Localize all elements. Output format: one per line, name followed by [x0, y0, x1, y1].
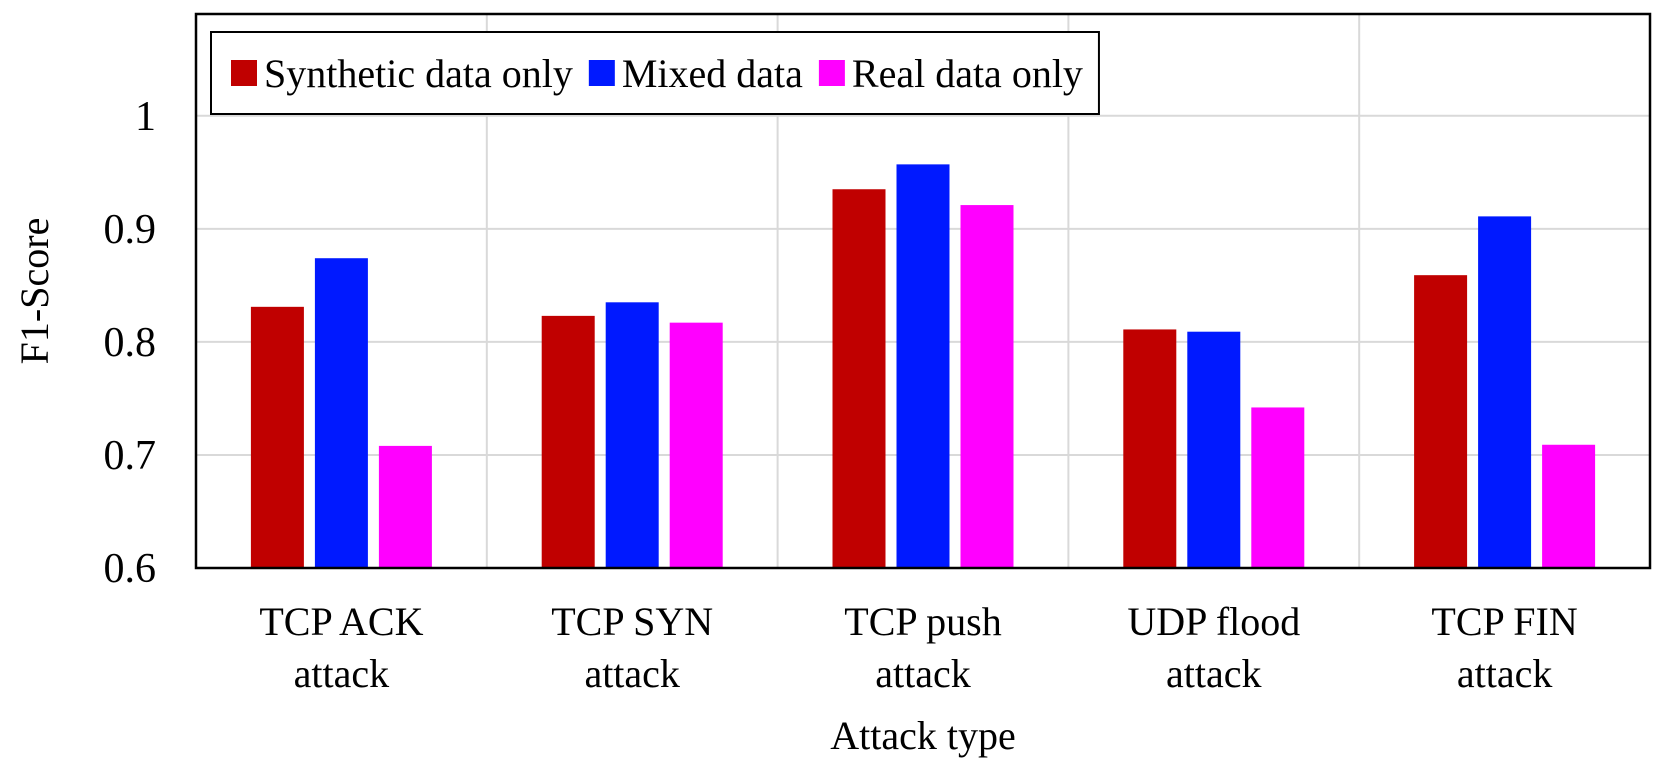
bar: [541, 315, 595, 568]
legend-swatch: [588, 60, 615, 86]
legend-label: Synthetic data only: [264, 51, 573, 96]
legend-item: Real data only: [818, 51, 1083, 96]
legend-swatch: [231, 60, 257, 86]
y-tick-label: 1: [135, 94, 156, 140]
bar: [1123, 329, 1177, 568]
legend-item: Mixed data: [588, 51, 803, 96]
bar: [1251, 407, 1305, 568]
legend-box: [210, 31, 1100, 115]
bar: [960, 205, 1014, 568]
bar: [378, 445, 432, 568]
x-category-label: TCP SYN attack: [551, 599, 713, 696]
bar: [314, 258, 368, 568]
x-category-label: UDP flood attack: [1127, 599, 1300, 696]
bar: [896, 164, 950, 568]
bar: [832, 189, 886, 568]
plot-frame: [194, 12, 1652, 570]
y-tick-label: 0.9: [104, 207, 157, 253]
x-category-labels: TCP ACK attack TCP SYN attack TCP push attack…: [259, 599, 1577, 696]
y-tick-label: 0.7: [104, 433, 157, 479]
y-tick-label: 0.8: [104, 320, 157, 366]
legend-item: Synthetic data only: [231, 51, 573, 96]
legend: Synthetic data only Mixed data Real data o…: [210, 31, 1100, 115]
bar: [605, 302, 659, 568]
bar: [1542, 444, 1596, 568]
x-category-label: TCP push attack: [844, 599, 1001, 696]
bar: [1414, 275, 1468, 568]
y-axis-title: F1-Score: [12, 218, 57, 365]
bar: [250, 306, 304, 568]
y-tick-label: 0.6: [104, 546, 157, 592]
y-tick-labels: 0.6 0.7 0.8 0.9 1: [104, 94, 157, 592]
x-category-label: TCP FIN attack: [1431, 599, 1577, 696]
x-category-label: TCP ACK attack: [259, 599, 423, 696]
bar: [1187, 331, 1241, 568]
legend-label: Mixed data: [622, 51, 803, 96]
legend-swatch: [818, 60, 845, 86]
bar: [669, 322, 723, 568]
legend-label: Real data only: [852, 51, 1083, 96]
bar: [1478, 216, 1532, 569]
x-axis-title: Attack type: [830, 713, 1016, 758]
bars: [250, 164, 1596, 569]
